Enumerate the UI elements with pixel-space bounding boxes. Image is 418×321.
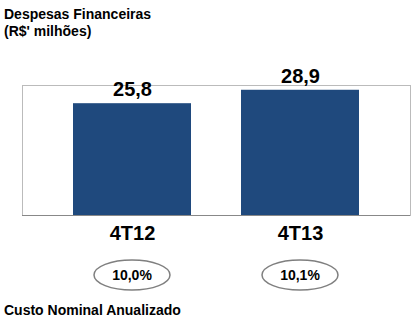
svg-text:10,1%: 10,1% <box>280 267 320 283</box>
svg-text:25,8: 25,8 <box>113 78 152 100</box>
html-text:Custo Nominal Anualizado: Custo Nominal Anualizado <box>4 302 181 318</box>
svg-text:4T13: 4T13 <box>278 222 324 244</box>
svg-text:10,0%: 10,0% <box>112 267 152 283</box>
svg-text:28,9: 28,9 <box>281 65 320 87</box>
html-text:Despesas Financeiras: Despesas Financeiras <box>4 6 152 22</box>
svg-text:4T12: 4T12 <box>110 222 156 244</box>
html-text:(R$' milhões): (R$' milhões) <box>4 23 92 39</box>
